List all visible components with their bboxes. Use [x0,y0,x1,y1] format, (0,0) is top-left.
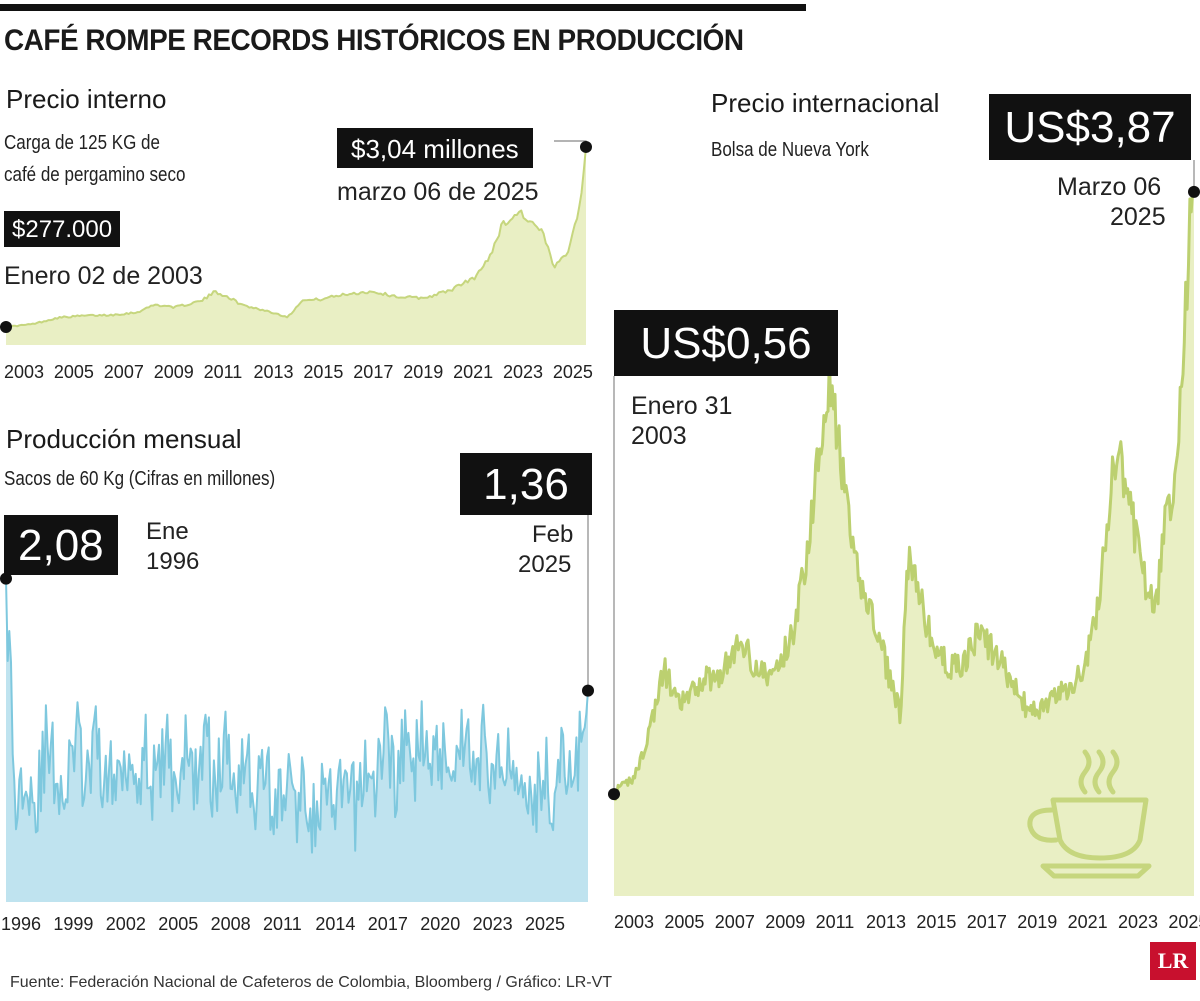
production-start-label: 2,08 [4,515,118,575]
domestic-end-note: marzo 06 de 2025 [337,178,539,206]
domestic-subtitle-line2: café de pergamino seco [4,164,186,186]
domestic-line [5,146,587,329]
top-rule [0,4,806,11]
international-heading: Precio internacional [711,88,940,118]
international-end-note-line2: 2025 [1110,203,1166,231]
domestic-tick-2023: 2023 [503,362,543,382]
international-tick-2021: 2021 [1068,912,1108,932]
domestic-tick-2019: 2019 [403,362,443,382]
production-tick-2002: 2002 [106,914,146,934]
domestic-tick-2003: 2003 [4,362,44,382]
production-tick-2014: 2014 [315,914,355,934]
production-start-note-line2: 1996 [146,548,200,575]
domestic-heading: Precio interno [6,84,167,114]
production-end-note-line1: Feb [532,521,574,548]
international-tick-2003: 2003 [614,912,654,932]
production-subtitle: Sacos de 60 Kg (Cifras en millones) [4,468,276,490]
domestic-subtitle-line1: Carga de 125 KG de [4,132,160,154]
production-tick-2020: 2020 [420,914,460,934]
international-start-label: US$0,56 [614,310,838,376]
international-price-chart: 2003 2005 2007 2009 2011 2013 2015 2017 2019 2021… [608,160,1200,932]
domestic-end-label: $3,04 millones [337,128,533,168]
page-title: CAFÉ ROMPE RECORDS HISTÓRICOS EN PRODUCC… [4,24,744,57]
production-tick-1999: 1999 [53,914,93,934]
international-area [614,190,1194,897]
production-tick-2005: 2005 [158,914,198,934]
domestic-tick-2017: 2017 [353,362,393,382]
domestic-tick-2007: 2007 [104,362,144,382]
international-tick-2025: 2025 [1168,912,1200,932]
production-tick-2025: 2025 [525,914,565,934]
domestic-tick-2005: 2005 [54,362,94,382]
production-end-label: 1,36 [460,453,592,515]
domestic-area [6,146,586,345]
international-line [612,188,1196,801]
production-point-0 [0,572,12,585]
international-tick-2009: 2009 [765,912,805,932]
domestic-start-note: Enero 02 de 2003 [4,262,203,290]
domestic-tick-2011: 2011 [204,362,243,382]
domestic-point-1 [580,140,592,153]
international-end-note-line1: Marzo 06 [1057,173,1162,201]
production-end-note-line2: 2025 [518,551,572,578]
international-tick-2023: 2023 [1118,912,1158,932]
international-end-label: US$3,87 [989,94,1191,160]
international-tick-2019: 2019 [1017,912,1057,932]
coffee-cup-icon [1027,749,1152,879]
lr-logo: LR [1150,942,1196,980]
domestic-tick-2013: 2013 [254,362,294,382]
production-point-1 [582,684,594,697]
international-tick-2011: 2011 [816,912,855,932]
international-tick-2017: 2017 [967,912,1007,932]
international-tick-2013: 2013 [866,912,906,932]
production-start-note-line1: Ene [146,518,189,545]
domestic-tick-2015: 2015 [303,362,343,382]
production-area [6,578,588,902]
international-tick-2015: 2015 [916,912,956,932]
production-tick-2011: 2011 [263,914,302,934]
international-start-note-line2: 2003 [631,422,687,450]
domestic-tick-2021: 2021 [453,362,493,382]
domestic-price-chart: 2003 2005 2007 2009 2011 2013 2015 2017 2019 2021… [0,140,593,382]
international-tick-2005: 2005 [664,912,704,932]
source-note: Fuente: Federación Nacional de Cafeteros… [10,974,613,991]
monthly-production-chart: 1996 1999 2002 2005 2008 2011 2014 2017 2020 2023… [0,515,594,934]
domestic-start-label: $277.000 [4,211,121,247]
production-tick-2023: 2023 [473,914,513,934]
production-tick-2017: 2017 [368,914,408,934]
domestic-point-0 [0,320,12,333]
international-point-1 [1188,185,1200,198]
international-start-note-line1: Enero 31 [631,392,733,420]
production-line [5,578,589,854]
production-tick-1996: 1996 [1,914,41,934]
domestic-tick-2025: 2025 [553,362,593,382]
domestic-tick-2009: 2009 [154,362,194,382]
production-heading: Producción mensual [6,424,242,454]
production-tick-2008: 2008 [211,914,251,934]
international-subtitle: Bolsa de Nueva York [711,139,869,161]
international-point-0 [608,788,620,801]
international-tick-2007: 2007 [715,912,755,932]
